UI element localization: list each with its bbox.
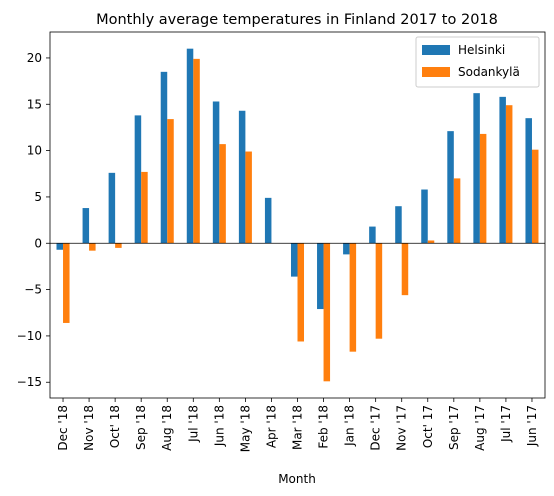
bar-helsinki-11 [343,243,350,255]
legend: Helsinki Sodankylä [415,36,540,88]
x-tick-label: Jun '18 [212,405,226,447]
bar-helsinki-17 [499,96,506,244]
legend-label-sodankyla: Sodankylä [458,65,520,79]
x-tick-label: Apr '18 [264,405,278,448]
bar-helsinki-15 [447,131,454,244]
bar-sodankyla-18 [531,149,539,244]
bar-helsinki-12 [369,226,376,244]
bar-sodankyla-16 [479,133,487,244]
x-tick-label: Jan '18 [343,405,357,447]
bar-sodankyla-7 [245,151,252,244]
x-tick-label: Aug '18 [160,405,174,451]
legend-swatch-helsinki [422,45,450,55]
bar-helsinki-10 [317,243,324,310]
x-tick-label: Aug '17 [473,405,487,451]
bar-sodankyla-1 [89,243,96,251]
bar-helsinki-4 [160,71,168,244]
y-tick-label: 20 [27,51,42,65]
x-tick-label: Feb '18 [317,405,331,449]
x-tick-label: Oct' 17 [421,405,435,448]
x-tick-label: Jun '17 [525,405,539,447]
x-tick-label: Sep '18 [134,405,148,450]
x-tick-label: Dec '18 [56,405,70,451]
chart-title: Monthly average temperatures in Finland … [96,12,498,28]
y-tick-label: 5 [34,190,42,204]
legend-label-helsinki: Helsinki [458,43,505,57]
y-tick-label: 10 [27,144,42,158]
bar-helsinki-18 [525,118,532,244]
bar-helsinki-5 [186,48,194,244]
y-tick-label: −5 [24,283,42,297]
bar-sodankyla-0 [63,243,70,323]
x-tick-label: Jul '17 [499,405,513,443]
y-tick-label: −15 [17,375,42,389]
bar-sodankyla-9 [297,243,305,342]
x-tick-label: Dec '17 [369,405,383,451]
x-tick-label: Nov '18 [82,405,96,451]
bar-helsinki-2 [108,172,116,244]
x-tick-label: Oct' 18 [108,405,122,448]
bar-sodankyla-6 [219,144,226,244]
bar-helsinki-1 [82,208,90,244]
bars [56,48,539,382]
bar-helsinki-13 [395,206,402,244]
x-tick-label: May '18 [238,405,252,452]
bar-helsinki-6 [212,101,220,244]
bar-sodankyla-15 [453,178,461,244]
bar-sodankyla-2 [115,243,122,248]
bar-helsinki-14 [421,189,428,244]
y-axis: −15 −10 −5 0 5 10 15 20 [17,51,50,389]
bar-sodankyla-5 [193,58,200,244]
bar-sodankyla-10 [323,243,331,382]
bar-helsinki-3 [134,115,142,244]
x-axis-label: Month [278,472,316,486]
bar-helsinki-16 [473,93,480,244]
bar-sodankyla-17 [505,105,513,244]
y-tick-label: 0 [34,236,42,250]
bar-sodankyla-13 [401,243,409,296]
bar-sodankyla-3 [141,171,148,244]
bar-helsinki-9 [290,243,298,277]
x-tick-label: Nov '17 [395,405,409,451]
bar-sodankyla-11 [349,243,357,352]
x-tick-label: Sep '17 [447,405,461,450]
legend-swatch-sodankyla [422,67,450,77]
bar-sodankyla-12 [375,243,383,339]
y-tick-label: −10 [17,329,42,343]
bar-helsinki-0 [56,243,64,250]
y-tick-label: 15 [27,97,42,111]
x-tick-label: Mar '18 [291,405,305,450]
bar-helsinki-7 [238,110,246,244]
bar-helsinki-8 [264,197,272,244]
bar-sodankyla-14 [427,240,435,244]
x-tick-label: Jul '18 [186,405,200,443]
x-axis: Dec '18 Nov '18 Oct' 18 Sep '18 Aug '18 Jul '… [56,398,539,452]
bar-sodankyla-4 [167,119,174,244]
